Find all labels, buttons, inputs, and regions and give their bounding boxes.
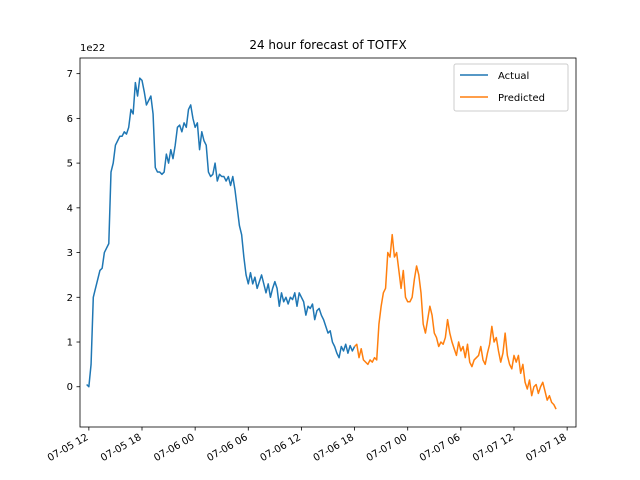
y-tick-label: 4 [67,203,73,214]
y-tick-label: 5 [67,159,73,170]
chart-title: 24 hour forecast of TOTFX [249,38,406,52]
legend-predicted-label: Predicted [498,93,545,104]
series-line-predicted [354,233,557,410]
y-tick-label: 1 [67,338,73,349]
series-line-actual [86,77,356,388]
legend-actual-label: Actual [498,71,529,82]
y-tick-label: 6 [67,114,73,125]
y-tick-label: 2 [67,293,73,304]
plot-frame [79,57,577,428]
y-tick-label: 3 [67,248,73,259]
y-tick-label: 7 [67,69,73,80]
y-tick-label: 0 [67,382,73,393]
legend: Actual Predicted [453,63,569,112]
plot-lines [86,77,557,410]
y-axis-offset-label: 1e22 [80,43,105,54]
y-axis-ticks: 0 1 2 3 4 5 6 7 [67,69,80,393]
